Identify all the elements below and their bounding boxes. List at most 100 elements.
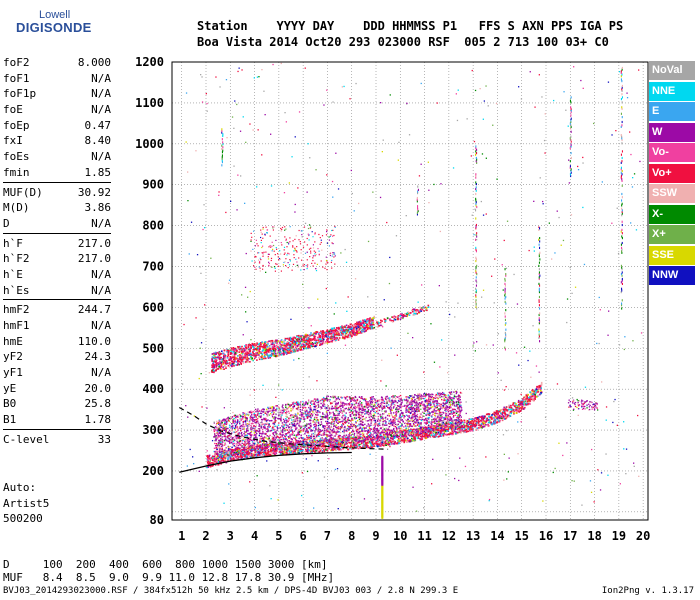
y-tick-label: 1000 <box>135 137 164 151</box>
param-row: foF2 8.000 <box>3 55 111 71</box>
file-info-footer: BVJ03_2014293023000.RSF / 384fx512h 50 k… <box>3 586 459 596</box>
param-name: foF2 <box>3 56 30 69</box>
x-tick-label: 16 <box>539 529 553 543</box>
y-tick-label: 300 <box>142 423 164 437</box>
param-value: 30.92 <box>77 185 111 199</box>
x-tick-label: 7 <box>324 529 331 543</box>
x-tick-label: 20 <box>636 529 650 543</box>
param-row: yE 20.0 <box>3 381 111 397</box>
x-tick-label: 4 <box>251 529 258 543</box>
param-separator <box>3 232 111 234</box>
param-row: h`Es N/A <box>3 283 111 299</box>
auto-code: 500200 <box>3 512 43 525</box>
scaled-parameters: foF2 8.000 foF1 N/A foF1p N/A foE N/A foEp 0.47 fx… <box>3 55 111 448</box>
param-row: C-level 33 <box>3 432 111 448</box>
true-height-profile <box>179 451 352 473</box>
legend-item-noval: NoVal <box>649 61 695 80</box>
param-name: yE <box>3 381 17 395</box>
param-name: h`F <box>3 236 23 250</box>
param-row: foE N/A <box>3 102 111 118</box>
param-row: yF1 N/A <box>3 365 111 381</box>
param-row: fmin 1.85 <box>3 165 111 181</box>
y-tick-label: 600 <box>142 300 164 314</box>
x-tick-label: 12 <box>442 529 456 543</box>
auto-label: Auto: <box>3 481 37 494</box>
param-value: 0.47 <box>84 118 112 132</box>
x-tick-label: 17 <box>563 529 577 543</box>
legend-item-vo-: Vo+ <box>649 163 695 183</box>
param-name: hmE <box>3 334 23 348</box>
y-tick-label: 700 <box>142 259 164 273</box>
y-tick-label: 500 <box>142 341 164 355</box>
y-tick-label: 800 <box>142 219 164 233</box>
param-value: 33 <box>97 432 111 446</box>
param-value: 244.7 <box>77 303 111 317</box>
param-row: hmE 110.0 <box>3 334 111 350</box>
x-tick-label: 3 <box>227 529 234 543</box>
param-value: N/A <box>91 267 111 281</box>
x-tick-label: 13 <box>466 529 480 543</box>
y-tick-label: 1200 <box>135 55 164 69</box>
param-row: foEs N/A <box>3 149 111 165</box>
x-tick-label: 1 <box>178 529 185 543</box>
plot-frame <box>171 61 649 521</box>
param-value: 25.8 <box>84 397 112 411</box>
param-row: M(D) 3.86 <box>3 200 111 216</box>
x-tick-label: 15 <box>514 529 528 543</box>
x-tick-label: 14 <box>490 529 504 543</box>
param-row: h`F 217.0 <box>3 236 111 252</box>
header-labels: Station YYYY DAY DDD HHMMSS P1 FFS S AXN… <box>197 19 624 33</box>
param-name: h`F2 <box>3 252 30 266</box>
param-value: 20.0 <box>84 381 112 395</box>
param-row: D N/A <box>3 216 111 232</box>
x-tick-label: 2 <box>202 529 209 543</box>
param-separator <box>3 181 111 183</box>
param-row: h`F2 217.0 <box>3 251 111 267</box>
param-name: M(D) <box>3 201 30 215</box>
param-value: 1.78 <box>84 413 112 427</box>
param-value: 110.0 <box>77 334 111 348</box>
model-trace-dashed <box>179 406 389 450</box>
y-tick-label: 400 <box>142 382 164 396</box>
logo-digisonde: DIGISONDE <box>16 20 92 35</box>
param-name: h`E <box>3 267 23 281</box>
legend-item-x-: X- <box>649 204 695 224</box>
param-name: hmF1 <box>3 319 30 332</box>
param-row: hmF2 244.7 <box>3 302 111 318</box>
param-name: h`Es <box>3 283 30 297</box>
param-row: foEp 0.47 <box>3 118 111 134</box>
logo-lowell: Lowell <box>39 9 71 21</box>
param-name: foEp <box>3 118 30 132</box>
param-name: foF1p <box>3 87 37 101</box>
param-row: hmF1 N/A <box>3 318 111 334</box>
x-tick-label: 9 <box>372 529 379 543</box>
y-tick-label: 900 <box>142 178 164 192</box>
param-row: yF2 24.3 <box>3 349 111 365</box>
param-value: N/A <box>91 87 111 101</box>
param-value: 3.86 <box>84 201 112 215</box>
x-tick-label: 11 <box>417 529 431 543</box>
param-value: 217.0 <box>77 236 111 250</box>
legend-item-sse: SSE <box>649 245 695 265</box>
x-tick-label: 10 <box>393 529 407 543</box>
x-tick-label: 5 <box>275 529 282 543</box>
param-value: 8.000 <box>77 56 111 69</box>
param-value: N/A <box>91 150 111 164</box>
ionogram-echoes <box>181 62 643 519</box>
legend-item-nne: NNE <box>649 81 695 101</box>
param-value: N/A <box>91 71 111 85</box>
legend-item-x-: X+ <box>649 225 695 244</box>
param-name: foF1 <box>3 71 30 85</box>
param-row: MUF(D) 30.92 <box>3 185 111 201</box>
param-separator <box>3 428 111 430</box>
x-tick-label: 6 <box>300 529 307 543</box>
auto-program: Artist5 <box>3 496 50 510</box>
y-tick-label: 80 <box>150 513 164 527</box>
legend: NoVal NNE E W Vo- Vo+ SSW X- X+ SSE NNW <box>649 61 695 287</box>
param-row: B0 25.8 <box>3 396 111 412</box>
param-row: fxI 8.40 <box>3 133 111 149</box>
param-value: 217.0 <box>77 252 111 266</box>
param-name: D <box>3 216 10 230</box>
legend-item-vo-: Vo- <box>649 143 695 162</box>
